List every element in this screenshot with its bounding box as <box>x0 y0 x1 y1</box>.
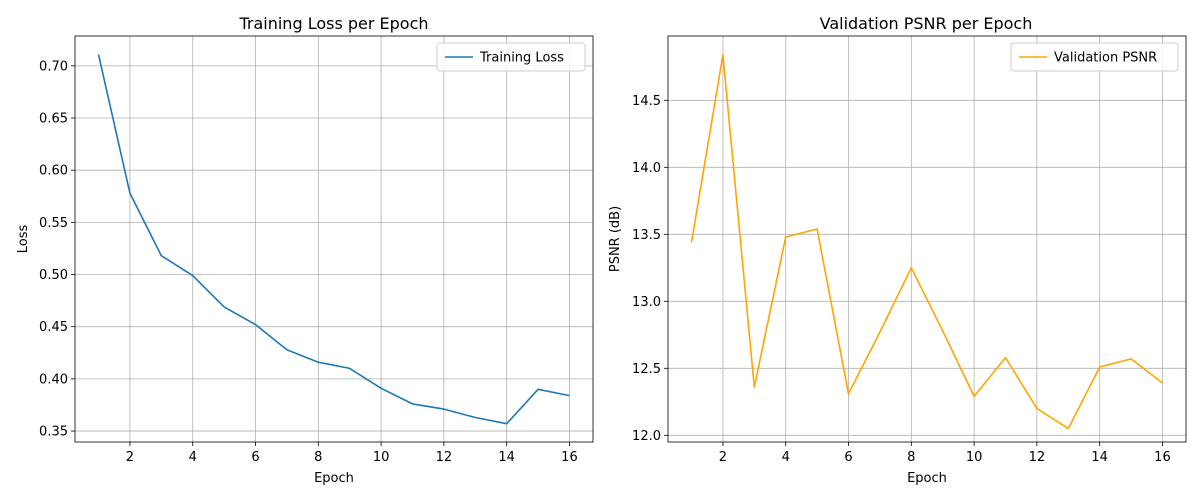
y-tick-label: 13.5 <box>632 228 661 243</box>
plot-frame <box>667 35 1187 443</box>
grid <box>75 36 593 442</box>
legend-box <box>1010 42 1179 72</box>
y-tick-label: 13.0 <box>632 295 661 310</box>
legend: Validation PSNR <box>1010 42 1179 72</box>
x-tick-label: 6 <box>844 450 852 465</box>
y-tick-label: 0.50 <box>39 268 68 283</box>
y-tick-label: 0.35 <box>39 425 68 440</box>
series-group <box>690 53 1163 430</box>
x-tick-label: 16 <box>561 450 578 465</box>
y-ticks: 0.35 0.40 0.45 0.50 0.55 0.60 0.65 0.70 <box>39 59 75 440</box>
chart-title: Validation PSNR per Epoch <box>820 14 1033 33</box>
y-tick-label: 0.55 <box>39 216 68 231</box>
x-tick-label: 16 <box>1154 450 1171 465</box>
x-tick-label: 10 <box>966 450 983 465</box>
plot-frame <box>74 35 594 443</box>
training-loss-chart: Training Loss per Epoch 2 4 6 8 10 12 14 16 0.3… <box>16 14 594 486</box>
y-axis-label: PSNR (dB) <box>608 206 623 272</box>
x-ticks: 2 4 6 8 10 12 14 16 <box>126 442 578 465</box>
y-tick-label: 14.0 <box>632 161 661 176</box>
x-tick-label: 8 <box>314 450 322 465</box>
y-tick-label: 0.60 <box>39 164 68 179</box>
y-tick-label: 14.5 <box>632 94 661 109</box>
x-tick-label: 14 <box>1091 450 1108 465</box>
x-tick-label: 4 <box>782 450 790 465</box>
y-tick-label: 12.5 <box>632 362 661 377</box>
y-tick-label: 0.40 <box>39 372 68 387</box>
x-axis-label: Epoch <box>314 471 354 486</box>
y-tick-label: 0.65 <box>39 112 68 127</box>
chart-title: Training Loss per Epoch <box>238 14 428 33</box>
series-line <box>690 53 1163 430</box>
x-tick-label: 4 <box>189 450 197 465</box>
x-tick-label: 10 <box>373 450 390 465</box>
y-tick-label: 0.45 <box>39 320 68 335</box>
x-tick-label: 2 <box>719 450 727 465</box>
y-tick-label: 0.70 <box>39 59 68 74</box>
x-tick-label: 6 <box>251 450 259 465</box>
x-tick-label: 12 <box>1029 450 1046 465</box>
y-tick-label: 12.0 <box>632 429 661 444</box>
x-tick-label: 14 <box>498 450 515 465</box>
legend-box <box>436 42 586 72</box>
series-line <box>97 54 570 425</box>
grid <box>668 36 1186 442</box>
legend: Training Loss <box>436 42 586 72</box>
x-tick-label: 12 <box>436 450 453 465</box>
y-axis-label: Loss <box>16 225 31 254</box>
validation-psnr-chart: Validation PSNR per Epoch 2 4 6 8 10 12 14 16 1… <box>608 14 1187 486</box>
x-tick-label: 2 <box>126 450 134 465</box>
x-axis-label: Epoch <box>907 471 947 486</box>
legend-label: Validation PSNR <box>1054 51 1157 66</box>
series-group <box>97 54 570 425</box>
x-tick-label: 8 <box>907 450 915 465</box>
y-ticks: 12.0 12.5 13.0 13.5 14.0 14.5 <box>632 94 668 444</box>
x-ticks: 2 4 6 8 10 12 14 16 <box>719 442 1171 465</box>
legend-label: Training Loss <box>479 51 564 66</box>
